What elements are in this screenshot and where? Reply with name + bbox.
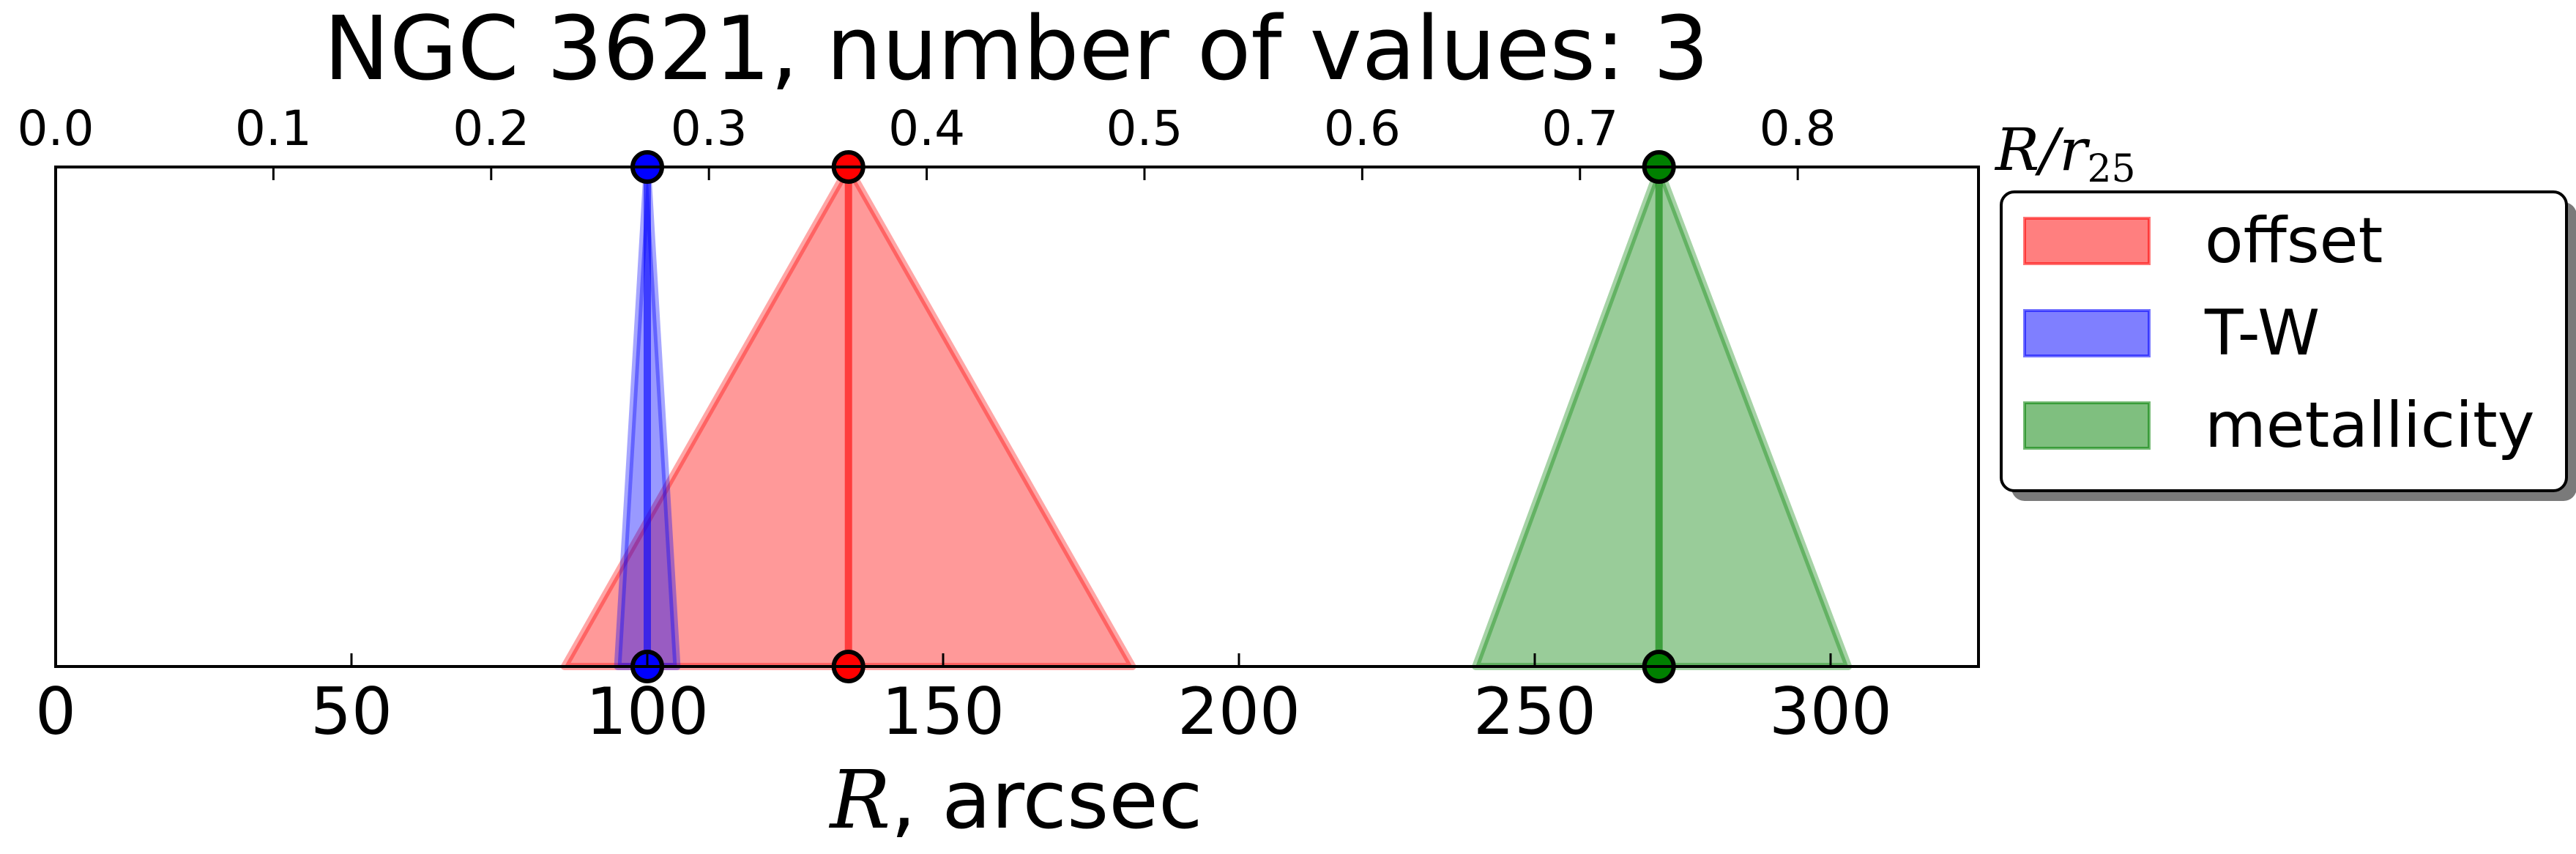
legend-item: offset — [2023, 204, 2383, 278]
top-x-tick-label: 0.2 — [453, 100, 529, 157]
x-tick-label: 50 — [310, 674, 392, 749]
legend-swatch — [2023, 309, 2151, 357]
series-areas — [560, 150, 1853, 683]
series-t-w — [614, 150, 681, 683]
x-tick-label: 150 — [882, 674, 1005, 749]
top-x-tick-label: 0.0 — [18, 100, 94, 157]
x-axis-top: 0.0 0.1 0.2 0.3 0.4 0.5 0.6 0.7 0.8 — [18, 100, 1836, 180]
legend-item: T-W — [2023, 297, 2320, 370]
top-axis-label-var: R/r — [1994, 116, 2091, 184]
plot-frame — [54, 166, 1980, 668]
top-x-tick-label: 0.3 — [671, 100, 748, 157]
x-axis-label-unit: , arcsec — [890, 753, 1202, 847]
legend-item: metallicity — [2023, 389, 2535, 462]
top-x-tick-label: 0.8 — [1760, 100, 1836, 157]
series-metallicity — [1472, 150, 1853, 683]
legend: offset T-W metallicity — [2000, 190, 2576, 501]
top-x-tick-label: 0.5 — [1106, 100, 1183, 157]
top-x-tick-label: 0.1 — [235, 100, 312, 157]
x-tick-label: 300 — [1769, 674, 1892, 749]
top-axis-label: R/r25 — [1994, 116, 2136, 191]
x-axis-label-var: R — [829, 753, 891, 847]
x-tick-label: 200 — [1177, 674, 1300, 749]
top-axis-label-sub: 25 — [2087, 147, 2135, 191]
legend-label: T-W — [2204, 297, 2320, 370]
legend-swatch — [2023, 401, 2151, 450]
legend-swatch — [2023, 217, 2151, 265]
legend-label: metallicity — [2205, 389, 2535, 462]
x-tick-label: 100 — [586, 674, 709, 749]
x-tick-label: 0 — [35, 674, 76, 749]
chart-title: NGC 3621, number of values: 3 — [324, 0, 1709, 100]
legend-label: offset — [2205, 204, 2383, 278]
top-x-tick-label: 0.6 — [1324, 100, 1401, 157]
x-axis-label: R, arcsec — [829, 753, 1203, 847]
top-x-tick-label: 0.4 — [888, 100, 965, 157]
x-axis-bottom: 0 50 100 150 200 250 300 — [35, 653, 1892, 749]
x-tick-label: 250 — [1473, 674, 1596, 749]
top-x-tick-label: 0.7 — [1541, 100, 1618, 157]
